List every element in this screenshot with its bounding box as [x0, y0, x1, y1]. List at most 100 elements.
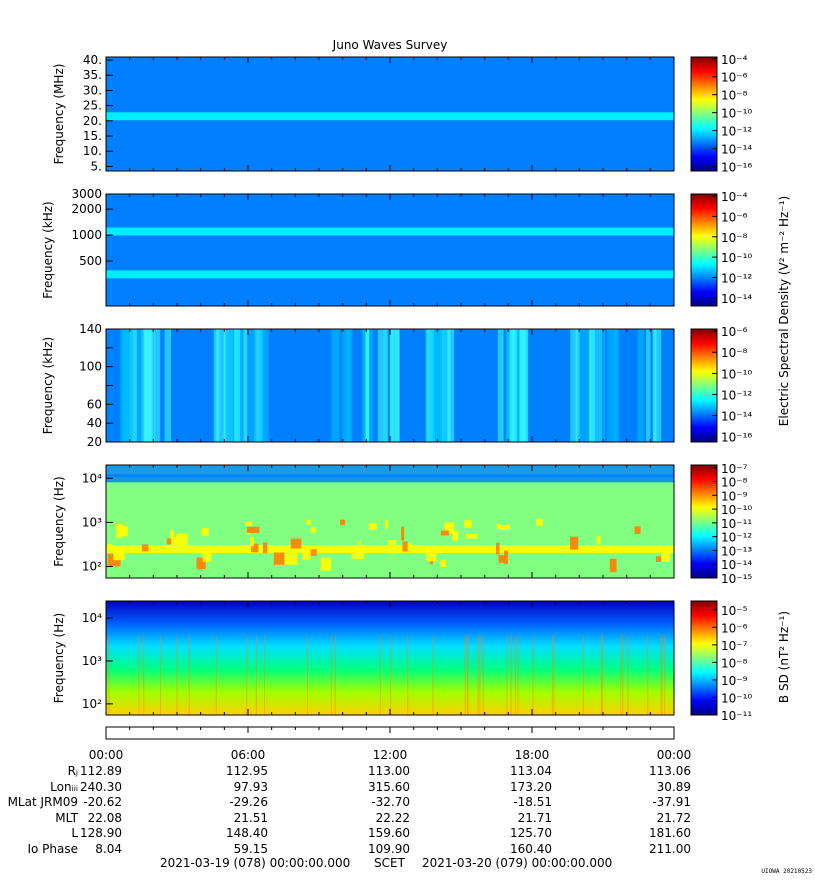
y-tick-label: 60: [87, 397, 102, 411]
emission-streak: [143, 329, 150, 442]
y-tick-label: 15.: [83, 129, 102, 143]
electric-colorbar-label: Electric Spectral Density (V² m⁻² Hz⁻¹): [777, 196, 791, 426]
emission-streak: [652, 329, 657, 442]
colorbar-tick-label: 10⁻⁵: [721, 604, 748, 618]
panel-1: 5.10.15.20.25. 30.35.40. Frequency (MHz) 10…: [52, 53, 752, 175]
y-tick-label: 10³: [82, 654, 102, 668]
emission-burst: [596, 535, 601, 549]
emission-burst: [440, 530, 449, 536]
ephemeris-row-label: MLat JRM09: [7, 795, 78, 809]
emission-burst: [166, 538, 175, 545]
emission-burst: [141, 544, 149, 552]
colorbar-tick-label: 10⁻¹²: [721, 388, 752, 402]
emission-burst: [426, 547, 437, 562]
emission-burst: [310, 527, 317, 533]
y-tick-label: 3000: [71, 187, 102, 201]
emission-burst: [251, 543, 259, 553]
emission-streak: [614, 329, 619, 442]
colorbar-tick-label: 10⁻⁷: [721, 639, 748, 653]
colorbar-tick-label: 10⁻¹⁴: [721, 410, 752, 424]
colorbar: [690, 193, 718, 307]
ephemeris-row-label: Lonᵢᵢᵢ: [50, 779, 78, 794]
emission-streak: [428, 329, 439, 442]
ephemeris-row-label: Rⱼ: [67, 764, 78, 778]
y-tick-label: 20.: [83, 114, 102, 128]
y-tick-label: 20: [87, 435, 102, 449]
ephemeris-value: 315.60: [368, 779, 410, 794]
y-tick-label: 25.: [83, 99, 102, 113]
emission-streak: [213, 329, 220, 442]
emission-burst: [444, 522, 455, 534]
emission-burst: [401, 526, 405, 541]
emission-streak: [606, 329, 618, 442]
emission-burst: [440, 559, 446, 567]
spectrogram-gradient: [106, 601, 674, 715]
emission-burst: [176, 533, 188, 545]
emission-streak: [128, 329, 138, 442]
scet-end: 2021-03-20 (079) 00:00:00.000: [422, 856, 613, 870]
emission-burst: [284, 553, 298, 565]
time-label: 00:00: [656, 748, 692, 762]
y-tick-label: 10.: [83, 144, 102, 158]
ephemeris-value: 173.20: [510, 779, 552, 794]
emission-streak: [243, 329, 248, 442]
emission-burst: [246, 526, 260, 534]
ephemeris-value: -37.91: [652, 795, 691, 809]
colorbar: [690, 56, 718, 172]
emission-band: [106, 474, 674, 483]
colorbar-tick-label: 10⁻⁹: [721, 489, 748, 503]
emission-burst: [655, 556, 662, 562]
emission-streak: [377, 329, 388, 442]
emission-streak: [508, 329, 515, 442]
colorbar-tick-label: 10⁻⁶: [721, 210, 748, 224]
colorbar-tick-label: 10⁻¹²: [721, 271, 752, 285]
y-tick-label: 2000: [71, 202, 102, 216]
colorbar-tick-label: 10⁻¹⁶: [721, 161, 752, 175]
emission-burst: [245, 521, 252, 526]
emission-burst: [634, 526, 641, 535]
ephemeris-value: 22.08: [87, 810, 122, 825]
panel-5: 10² 10³ 10⁴ Frequency (Hz) 10⁻¹¹ 10⁻¹⁰ 10⁻⁹ 10⁻…: [52, 600, 752, 723]
ephemeris-value: 159.60: [368, 826, 410, 840]
emission-streak: [225, 329, 235, 442]
emission-burst: [607, 545, 618, 551]
ephemeris-value: 59.15: [233, 841, 268, 856]
chart-title: Juno Waves Survey: [332, 38, 448, 52]
ephemeris-value: -29.26: [229, 795, 268, 809]
colorbar-tick-label: 10⁻¹³: [721, 544, 752, 558]
colorbar-tick-label: 10⁻⁷: [721, 462, 748, 476]
emission-burst: [170, 530, 175, 539]
emission-streak: [247, 329, 256, 442]
emission-streak: [579, 329, 589, 442]
colorbar: [690, 328, 718, 443]
colorbar: [690, 464, 718, 579]
y-tick-label: 5.: [91, 159, 102, 173]
ephemeris-row-label: MLT: [55, 810, 78, 825]
emission-streak: [505, 329, 511, 442]
time-label: 12:00: [372, 748, 408, 762]
colorbar-tick-label: 10⁻⁸: [721, 89, 748, 103]
emission-streak: [637, 329, 645, 442]
y-tick-label: 10²: [82, 560, 102, 574]
ephemeris-value: 22.22: [375, 810, 410, 825]
colorbar-tick-label: 10⁻⁸: [721, 476, 748, 490]
scet-start: 2021-03-19 (078) 00:00:00.000: [160, 856, 351, 870]
emission-burst: [320, 557, 332, 571]
emission-burst: [570, 536, 579, 550]
y-tick-label: 10⁴: [82, 611, 102, 625]
emission-streak: [570, 329, 578, 442]
emission-burst: [496, 542, 500, 555]
ephemeris-value: 125.70: [510, 826, 552, 840]
emission-burst: [108, 543, 113, 549]
emission-streak: [646, 329, 651, 442]
emission-band: [106, 112, 674, 121]
emission-band: [106, 270, 674, 279]
y-axis-label: Frequency (kHz): [41, 201, 55, 298]
emission-streak: [575, 329, 580, 442]
ephemeris-value: 109.90: [368, 841, 410, 856]
y-tick-label: 500: [79, 254, 102, 268]
ephemeris-value: 97.93: [233, 779, 268, 794]
colorbar-tick-label: 10⁻¹⁵: [721, 572, 752, 586]
time-label: 06:00: [230, 748, 266, 762]
